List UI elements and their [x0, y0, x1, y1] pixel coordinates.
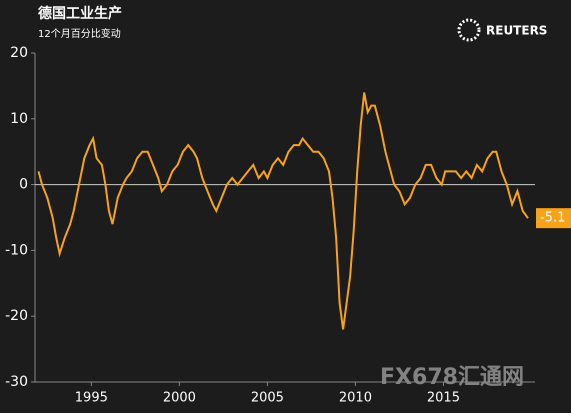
x-tick-label: 2015 — [427, 391, 460, 406]
y-tick-label: -30 — [5, 374, 28, 390]
y-tick-label: 20 — [10, 45, 28, 61]
logo-text: REUTERS — [486, 24, 547, 38]
y-tick-label: -10 — [5, 242, 28, 258]
y-tick-label: 0 — [19, 177, 28, 193]
chart-subtitle: 12个月百分比变动 — [38, 27, 121, 40]
end-label-box — [536, 208, 571, 229]
watermark: FX678汇通网 — [380, 365, 524, 390]
logo-mark — [457, 18, 481, 42]
end-label: -5.1 — [540, 211, 565, 226]
x-tick-label: 2000 — [163, 391, 196, 406]
line-series — [37, 92, 529, 330]
y-tick-label: -20 — [5, 308, 28, 324]
x-tick-label: 2010 — [339, 391, 372, 406]
chart-title: 德国工业生产 — [38, 5, 122, 22]
y-tick-label: 10 — [10, 111, 28, 127]
x-tick-label: 2005 — [251, 391, 284, 406]
x-tick-label: 1995 — [75, 391, 108, 406]
